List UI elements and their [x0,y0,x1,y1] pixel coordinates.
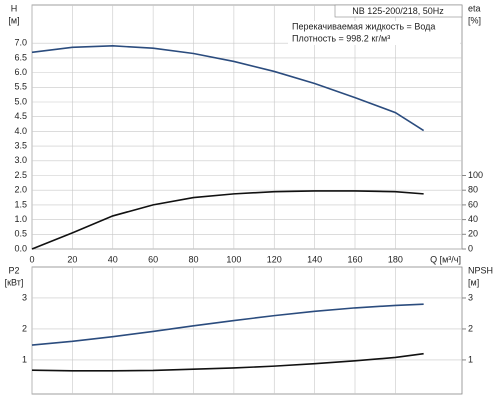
y-tick-label: 3.5 [14,140,27,150]
y2-axis-label: NPSH [468,265,493,275]
x-tick-label: 80 [188,254,198,264]
y2-tick-label: 40 [468,214,478,224]
y2-tick-label: 100 [468,170,483,180]
curve [31,190,424,250]
y2-axis-unit: [м] [468,277,479,287]
y-tick-label: 2.5 [14,170,27,180]
y2-axis-label: eta [468,3,481,13]
y-tick-label: 3.0 [14,155,27,165]
y-tick-label: 0.0 [14,243,27,253]
chart-title: NB 125-200/218, 50Hz [352,6,444,16]
y-tick-label: 4.0 [14,126,27,136]
x-tick-label: 100 [226,254,241,264]
plot-frame [31,266,463,395]
x-tick-label: 160 [347,254,362,264]
y-tick-label: 1.5 [14,199,27,209]
y-tick-label: 2 [22,323,27,333]
title-box [334,4,463,18]
y-tick-label: 6.5 [14,52,27,62]
y-tick-label: 0.5 [14,229,27,239]
y-axis-unit: [м] [8,15,19,25]
curve [31,45,425,132]
y-tick-label: 1 [22,354,27,364]
y-tick-label: 6.0 [14,67,27,77]
y2-tick-label: 20 [468,229,478,239]
curve [31,303,424,346]
y2-tick-label: 3 [468,292,473,302]
y-axis-unit: [кВт] [5,277,24,287]
y2-tick-label: 0 [468,243,473,253]
y2-tick-label: 60 [468,199,478,209]
y-tick-label: 1.0 [14,214,27,224]
y-axis-label: P2 [8,265,19,275]
y-tick-label: 5.0 [14,96,27,106]
y2-tick-label: 80 [468,185,478,195]
y-axis-label: H [11,3,18,13]
y-tick-label: 4.5 [14,111,27,121]
annotation: Перекачиваемая жидкость = Вода [292,21,435,31]
annotation-bg [288,21,460,33]
x-tick-label: 120 [267,254,282,264]
x-tick-label: 40 [108,254,118,264]
y-tick-label: 5.5 [14,82,27,92]
x-axis-label: Q [м³/ч] [430,254,461,264]
x-tick-label: 60 [148,254,158,264]
annotation-bg [288,33,460,45]
curve [31,352,424,372]
y2-tick-label: 2 [468,323,473,333]
x-tick-label: 180 [388,254,403,264]
y2-tick-label: 1 [468,354,473,364]
x-tick-label: 20 [67,254,77,264]
x-tick-label: 140 [307,254,322,264]
y-tick-label: 2.0 [14,185,27,195]
annotation: Плотность = 998.2 кг/м³ [292,33,390,43]
x-tick-label: 0 [29,254,34,264]
y2-axis-unit: [%] [468,15,481,25]
y-tick-label: 3 [22,292,27,302]
y-tick-label: 7.0 [14,38,27,48]
